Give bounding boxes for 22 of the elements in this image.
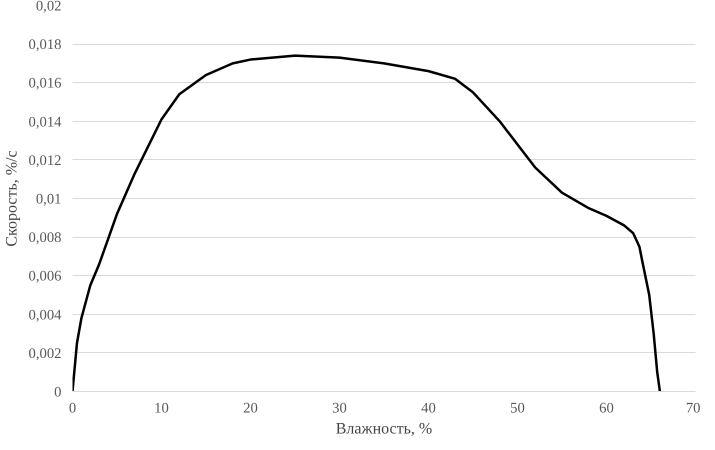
y-tick-label: 0,002 (28, 346, 62, 362)
line-series (72, 54, 662, 392)
x-tick-label: 60 (599, 400, 614, 416)
y-tick-label: 0 (54, 384, 62, 400)
x-tick-label: 70 (686, 400, 700, 416)
x-axis-title: Влажность, % (336, 420, 432, 438)
y-tick-label: 0,004 (28, 307, 62, 324)
y-tick-label: 0,008 (28, 230, 62, 246)
y-tick-label: 0,014 (28, 114, 62, 130)
x-tick-label: 20 (243, 400, 258, 416)
y-tick-label: 0,018 (28, 37, 62, 54)
x-tick-label: 30 (332, 400, 347, 416)
y-axis-title: Скорость, %/с (4, 150, 21, 247)
y-tick-label: 0,016 (28, 76, 62, 92)
y-tick-label: 0,02 (36, 0, 62, 14)
y-tick-label: 0,006 (28, 268, 62, 285)
y-tick-label: 0,01 (36, 192, 62, 208)
x-tick-label: 0 (68, 400, 76, 416)
x-tick-label: 40 (421, 400, 436, 416)
x-tick-label: 50 (510, 400, 525, 416)
y-tick-label: 0,012 (28, 152, 62, 169)
x-tick-label: 10 (154, 400, 169, 416)
